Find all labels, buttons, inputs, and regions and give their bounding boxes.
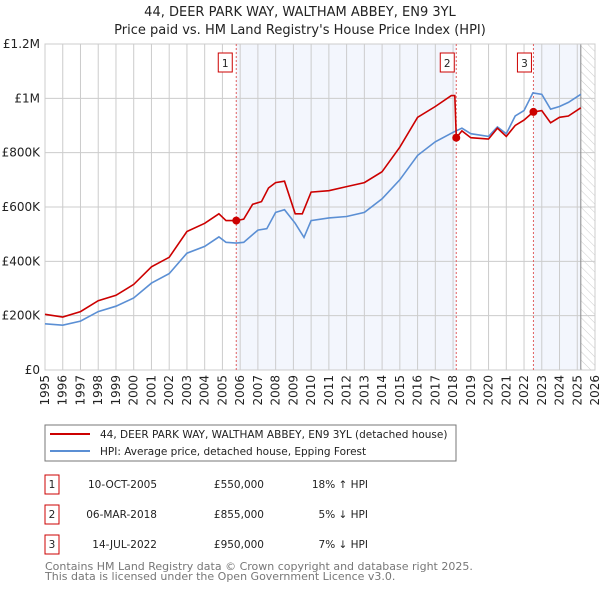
legend: 44, DEER PARK WAY, WALTHAM ABBEY, EN9 3Y… <box>44 424 457 462</box>
x-tick-label: 2014 <box>375 375 389 406</box>
x-tick-label: 2000 <box>127 375 141 406</box>
hpi-line <box>44 92 582 327</box>
x-tick-label: 2002 <box>162 375 176 406</box>
x-tick-label: 2012 <box>340 375 354 406</box>
x-tick-label: 1995 <box>38 375 52 406</box>
x-tick-label: 2025 <box>570 375 584 406</box>
y-tick-label: £0 <box>25 363 40 377</box>
x-tick-label: 2011 <box>322 375 336 406</box>
x-tick-label: 2026 <box>588 375 600 406</box>
x-tick-label: 2017 <box>428 375 442 406</box>
sale-label-3: 3 <box>521 58 528 70</box>
x-tick-label: 2024 <box>553 375 567 406</box>
sale-row-badge: 3 <box>49 539 56 551</box>
x-tick-label: 1997 <box>73 375 87 406</box>
sale-row-badge-box <box>44 474 60 495</box>
y-tick-label: £600K <box>2 200 42 214</box>
sale-row-badge-box <box>44 504 60 525</box>
sale-point-3 <box>529 107 538 116</box>
plot-border <box>44 43 596 371</box>
sale-row-price: £855,000 <box>214 509 264 521</box>
sale-point-1 <box>232 216 241 225</box>
y-tick-label: £1M <box>14 91 40 105</box>
sale-row-price: £950,000 <box>214 539 264 551</box>
sale-row-badge: 2 <box>49 509 56 521</box>
sale-row-price: £550,000 <box>214 479 264 491</box>
sale-point-2 <box>452 133 461 142</box>
x-tick-label: 2022 <box>517 375 531 406</box>
sale-row-date: 14-JUL-2022 <box>92 539 157 551</box>
y-tick-label: £400K <box>2 254 42 268</box>
sale-row-hpi-diff: 5% ↓ HPI <box>319 509 368 521</box>
sale-label-1: 1 <box>222 58 229 70</box>
sale-label-2: 2 <box>444 58 451 70</box>
x-tick-label: 2023 <box>535 375 549 406</box>
x-tick-label: 2010 <box>304 375 318 406</box>
x-tick-label: 2004 <box>198 375 212 406</box>
x-tick-label: 2013 <box>357 375 371 406</box>
x-tick-label: 1999 <box>109 375 123 406</box>
sale-row-badge-box <box>44 534 60 555</box>
sale-row-hpi-diff: 7% ↓ HPI <box>319 539 368 551</box>
x-tick-label: 2020 <box>482 375 496 406</box>
y-tick-label: £200K <box>2 309 42 323</box>
x-tick-label: 2015 <box>393 375 407 406</box>
footer-line-1: Contains HM Land Registry data © Crown c… <box>45 560 473 573</box>
x-tick-label: 2009 <box>286 375 300 406</box>
legend-hpi: HPI: Average price, detached house, Eppi… <box>100 446 366 458</box>
x-tick-label: 2018 <box>446 375 460 406</box>
chart-title: 44, DEER PARK WAY, WALTHAM ABBEY, EN9 3Y… <box>144 5 456 20</box>
x-tick-label: 2007 <box>251 375 265 406</box>
sale-label-box-1 <box>217 52 233 73</box>
x-tick-label: 2003 <box>180 375 194 406</box>
x-tick-label: 2008 <box>269 375 283 406</box>
x-tick-label: 2001 <box>144 375 158 406</box>
x-tick-label: 2019 <box>464 375 478 406</box>
sale-label-box-3 <box>516 52 532 73</box>
x-tick-label: 1998 <box>91 375 105 406</box>
property-price-line <box>44 94 582 318</box>
sale-row-date: 06-MAR-2018 <box>86 509 157 521</box>
x-tick-label: 2016 <box>411 375 425 406</box>
legend-property: 44, DEER PARK WAY, WALTHAM ABBEY, EN9 3Y… <box>100 429 447 441</box>
sale-row-badge: 1 <box>49 479 56 491</box>
x-tick-label: 1996 <box>56 375 70 406</box>
x-tick-label: 2021 <box>499 375 513 406</box>
sale-row-date: 10-OCT-2005 <box>88 479 157 491</box>
x-tick-label: 2006 <box>233 375 247 406</box>
sale-label-box-2 <box>439 52 455 73</box>
x-tick-label: 2005 <box>215 375 229 406</box>
y-tick-label: £1.2M <box>3 37 40 51</box>
footer-line-2: This data is licensed under the Open Gov… <box>44 570 395 583</box>
chart-subtitle: Price paid vs. HM Land Registry's House … <box>114 23 486 38</box>
y-tick-label: £800K <box>2 146 42 160</box>
sale-row-hpi-diff: 18% ↑ HPI <box>312 479 368 491</box>
